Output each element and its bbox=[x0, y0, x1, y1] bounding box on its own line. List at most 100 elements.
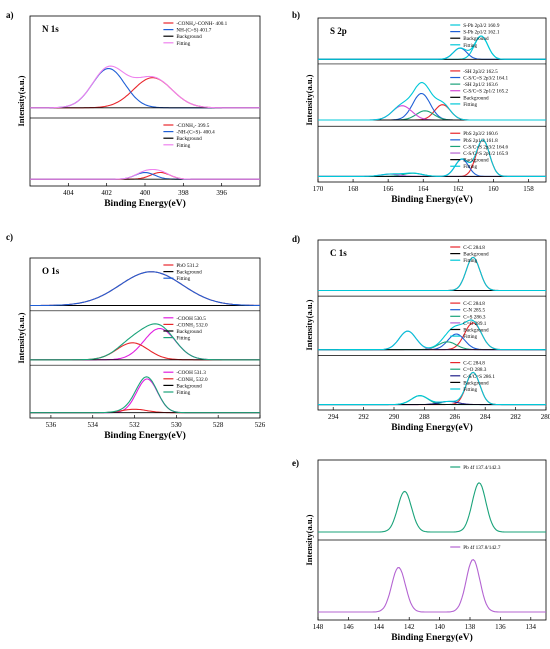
x-tick-label: 286 bbox=[450, 413, 461, 421]
legend-entry: Fitting bbox=[463, 164, 477, 170]
x-tick-label: 290 bbox=[389, 413, 400, 421]
x-tick-label: 284 bbox=[480, 413, 491, 421]
legend-entry: Background bbox=[176, 34, 202, 40]
legend-entry: Fitting bbox=[463, 43, 477, 49]
legend-entry: -CONH₂/-CONH- 400.1 bbox=[176, 21, 227, 27]
x-tick-label: 398 bbox=[178, 189, 189, 197]
legend-entry: Background bbox=[176, 383, 202, 389]
legend-entry: PbO 531.2 bbox=[176, 263, 199, 269]
x-tick-label: 136 bbox=[495, 623, 506, 631]
series-line bbox=[318, 371, 546, 406]
x-axis-label: Binding Energy(eV) bbox=[391, 194, 473, 205]
x-axis-label: Binding Energy(eV) bbox=[104, 430, 186, 441]
x-tick-label: 400 bbox=[140, 189, 151, 197]
series-line bbox=[318, 139, 546, 177]
x-tick-label: 162 bbox=[453, 185, 464, 193]
legend-entry: Background bbox=[176, 270, 202, 276]
legend-entry: Pb 4f 137.8/142.7 bbox=[463, 544, 501, 551]
x-tick-label: 530 bbox=[171, 421, 182, 429]
x-tick-label: 138 bbox=[465, 623, 476, 631]
series-line bbox=[318, 371, 546, 406]
series-line bbox=[30, 67, 260, 109]
legend-entry: Background bbox=[463, 36, 489, 42]
y-axis-label: Intensity(a.u.) bbox=[16, 75, 26, 126]
legend-entry: Fitting bbox=[176, 41, 190, 47]
legend-entry: C=S 286.3 bbox=[463, 314, 486, 320]
y-axis-label: Intensity(a.u.) bbox=[304, 299, 314, 350]
x-tick-label: 158 bbox=[523, 185, 534, 193]
legend-entry: -CONH₂- 399.5 bbox=[176, 123, 209, 129]
legend-entry: PbS 2p3/2 160.6 bbox=[463, 131, 498, 137]
legend-entry: C-C 284.8 bbox=[463, 361, 485, 367]
x-tick-label: 536 bbox=[46, 421, 57, 429]
y-axis-label: Intensity(a.u.) bbox=[304, 74, 314, 125]
series-line bbox=[30, 323, 260, 361]
legend-entry: Fitting bbox=[176, 143, 190, 149]
series-line bbox=[318, 395, 546, 406]
panel-title: S 2p bbox=[330, 26, 347, 36]
series-line bbox=[318, 81, 546, 121]
legend-entry: S-Pb 2p3/2 160.9 bbox=[463, 23, 500, 29]
x-tick-label: 140 bbox=[434, 623, 445, 631]
series-line bbox=[318, 139, 546, 177]
series-line bbox=[318, 319, 546, 351]
legend-entry: -COOH 531.3 bbox=[176, 370, 206, 376]
legend-entry: PbS 2p1/2 161.8 bbox=[463, 138, 498, 144]
legend-entry: -NH-(C=S)- 400.4 bbox=[176, 129, 215, 136]
x-tick-label: 170 bbox=[313, 185, 324, 193]
series-line bbox=[30, 77, 260, 109]
x-tick-label: 526 bbox=[255, 421, 266, 429]
x-tick-label: 288 bbox=[419, 413, 430, 421]
series-line bbox=[318, 110, 546, 121]
panel-tag: b) bbox=[292, 10, 300, 20]
series-line bbox=[318, 558, 546, 613]
legend-entry: -SH 2p3/2 162.5 bbox=[463, 69, 498, 75]
y-axis-label: Intensity(a.u.) bbox=[16, 312, 26, 363]
legend-entry: C=O 288.3 bbox=[463, 367, 487, 373]
legend-entry: S-Pb 2p1/2 162.1 bbox=[463, 30, 500, 36]
x-tick-label: 142 bbox=[404, 623, 415, 631]
series-line bbox=[318, 341, 546, 351]
x-tick-label: 292 bbox=[358, 413, 369, 421]
series-line bbox=[30, 65, 260, 109]
legend-entry: C-N 285.5 bbox=[463, 308, 485, 314]
series-line bbox=[30, 168, 260, 180]
legend-entry: -COOH 530.5 bbox=[176, 316, 206, 322]
legend-entry: Fitting bbox=[463, 387, 477, 393]
x-tick-label: 396 bbox=[216, 189, 227, 197]
x-tick-label: 528 bbox=[213, 421, 224, 429]
series-line bbox=[30, 271, 260, 307]
legend-entry: Background bbox=[176, 136, 202, 142]
legend-entry: Background bbox=[463, 328, 489, 334]
legend-entry: -CONH₂ 532.0 bbox=[176, 377, 208, 383]
legend-entry: Background bbox=[463, 158, 489, 164]
plot-frame bbox=[29, 15, 261, 187]
x-tick-label: 148 bbox=[313, 623, 324, 631]
legend-entry: Fitting bbox=[463, 258, 477, 264]
panel-title: N 1s bbox=[42, 24, 59, 34]
legend-entry: Pb 4f 137.4/142.3 bbox=[463, 464, 501, 471]
plot-frame bbox=[317, 17, 547, 183]
legend-entry: NH-(C=S) 401.7 bbox=[176, 27, 211, 34]
x-tick-label: 168 bbox=[348, 185, 359, 193]
legend-entry: C-C 284.8 bbox=[463, 301, 485, 307]
series-line bbox=[30, 378, 260, 414]
series-line bbox=[318, 256, 546, 292]
legend-entry: C-C 284.8 bbox=[463, 245, 485, 251]
x-tick-label: 160 bbox=[488, 185, 499, 193]
legend-entry: C-S/C=S 2p1/2 165.2 bbox=[463, 89, 508, 95]
x-tick-label: 134 bbox=[526, 623, 537, 631]
panel-title: C 1s bbox=[330, 248, 347, 258]
plot-frame bbox=[317, 239, 547, 411]
legend-entry: C-S/C=S 2p3/2 164.6 bbox=[463, 144, 508, 150]
series-line bbox=[318, 256, 546, 292]
legend-entry: C-S/C=S 2p1/2 165.9 bbox=[463, 151, 508, 157]
legend-entry: C-S/C=S 286.1 bbox=[463, 374, 495, 380]
x-axis-label: Binding Energy(eV) bbox=[391, 422, 473, 433]
x-tick-label: 532 bbox=[129, 421, 140, 429]
x-tick-label: 294 bbox=[328, 413, 339, 421]
y-axis-label: Intensity(a.u.) bbox=[304, 514, 314, 565]
series-line bbox=[30, 171, 260, 180]
panel-tag: a) bbox=[6, 10, 14, 20]
